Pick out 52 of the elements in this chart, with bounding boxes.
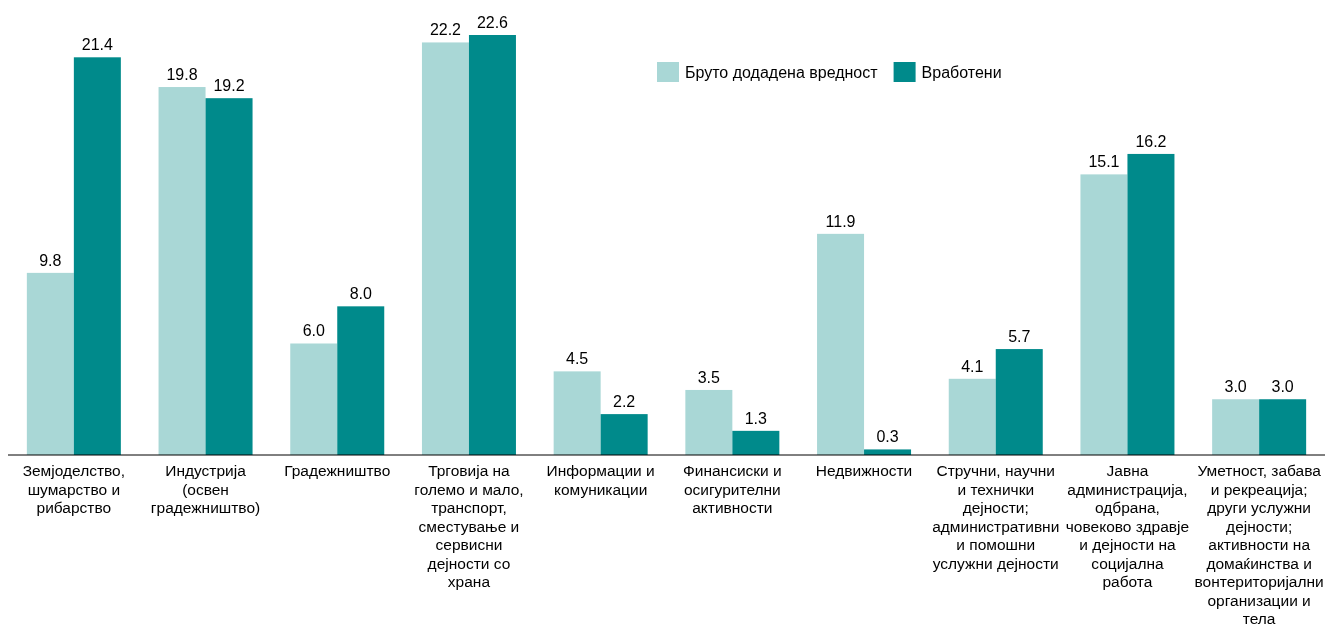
- bar: [1259, 399, 1307, 455]
- data-label: 1.3: [744, 409, 768, 427]
- bar: [600, 414, 648, 455]
- data-label: 19.2: [213, 77, 245, 95]
- bar: [948, 378, 996, 455]
- bar: [73, 57, 121, 455]
- x-tick-label: Земјоделство, шумарство и рибарство: [22, 462, 126, 516]
- data-label: 3.0: [1271, 378, 1294, 396]
- x-tick-label: Јавна администрација, одбрана, човеково здравје и дејности на социјална работа: [1065, 462, 1190, 590]
- bar: [205, 98, 253, 455]
- data-label: 5.7: [1008, 328, 1031, 346]
- category-label: Уметност, забава и рекреација; други услужни дејности; активности на домаќинства и вонтериторијални организации и тела: [1194, 462, 1324, 627]
- data-label: 22.2: [429, 21, 462, 39]
- bar: [290, 343, 338, 455]
- bar: [553, 371, 601, 455]
- legend-label: Бруто додадена вредност: [685, 64, 879, 81]
- data-label: 21.4: [81, 36, 114, 54]
- bar: [817, 233, 865, 455]
- bar: [337, 306, 385, 455]
- bar: [732, 430, 780, 455]
- data-label: 3.0: [1224, 378, 1247, 396]
- data-label: 3.5: [697, 368, 721, 386]
- data-label: 22.6: [476, 14, 509, 31]
- bar: [995, 349, 1043, 455]
- data-label: 16.2: [1135, 132, 1167, 150]
- x-tick-label: Градежништво: [284, 462, 391, 479]
- bar: [421, 42, 469, 455]
- x-tick-label: Стручни, научни и технички дејности; административни и помошни услужни дејности: [932, 462, 1060, 572]
- x-tick-label: Информации и комуникации: [546, 462, 655, 498]
- x-tick-label: Трговија на големо и мало, транспорт, сместување и сервисни дејности со храна: [414, 462, 524, 590]
- x-tick-label: Недвижности: [815, 462, 913, 479]
- legend-label: Вработени: [921, 64, 1002, 81]
- bar: [158, 87, 206, 455]
- bar: [468, 35, 516, 455]
- data-label: 19.8: [166, 66, 198, 84]
- x-tick-label: Индустрија (освен градежништво): [150, 462, 261, 516]
- bar: [1127, 153, 1175, 455]
- data-label: 6.0: [302, 322, 325, 340]
- bar: [26, 272, 74, 455]
- data-label: 4.1: [961, 357, 984, 375]
- data-label: 15.1: [1088, 153, 1120, 171]
- bar: [864, 449, 912, 455]
- data-label: 2.2: [613, 393, 636, 411]
- data-label: 4.5: [566, 350, 589, 368]
- data-label: 0.3: [876, 428, 899, 446]
- data-label: 11.9: [825, 212, 856, 230]
- data-label: 8.0: [349, 285, 372, 303]
- x-tick-label: Финансиски и осигурителни активности: [682, 462, 782, 516]
- bar: [1080, 174, 1128, 455]
- data-label: 9.8: [39, 251, 62, 269]
- bar: [685, 389, 733, 455]
- bar: [1212, 399, 1260, 455]
